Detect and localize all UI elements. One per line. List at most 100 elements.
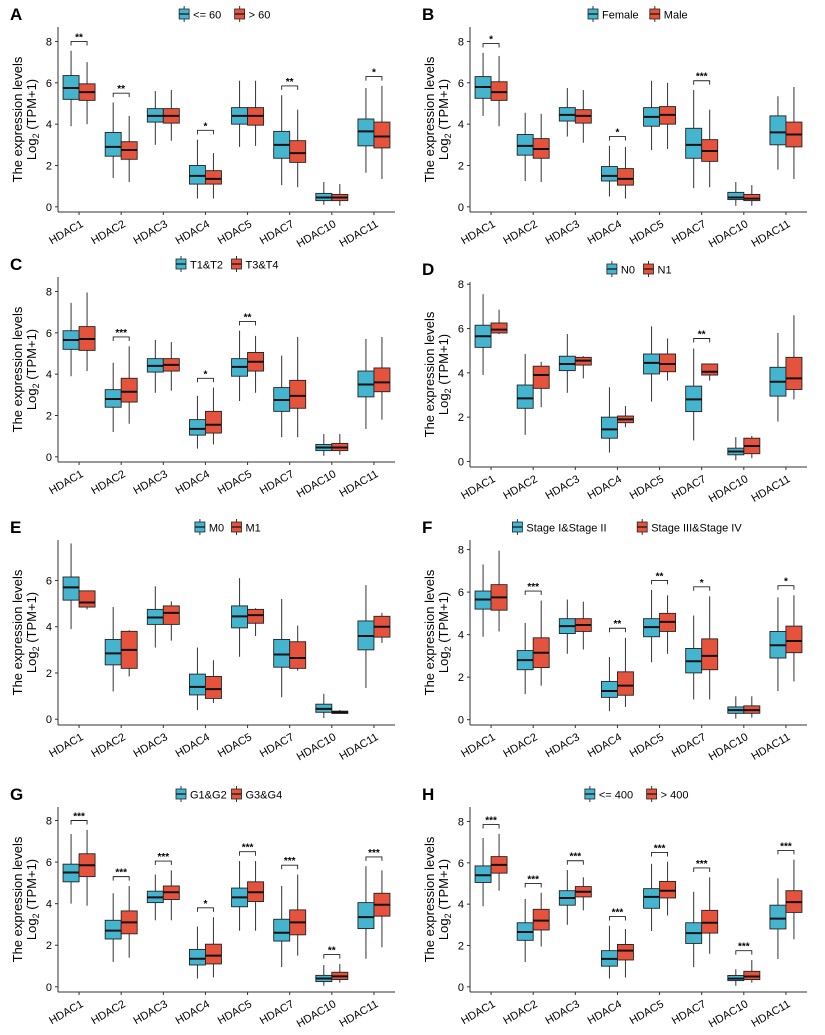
y-tick-label: 2 (458, 672, 464, 684)
y-tick-label: 4 (458, 119, 464, 131)
log-text: Log (436, 393, 451, 415)
box-hdac5-group2 (247, 861, 265, 931)
box-hdac2-group2 (532, 113, 550, 183)
log-subscript: 2 (443, 388, 453, 393)
unit-text: (TPM+1) (436, 859, 451, 914)
box-hdac1-group1 (474, 52, 492, 116)
panel-a: A <= 60 > 60 0 2 4 6 8 The expression levels Log2… (0, 0, 412, 250)
box-hdac7-group1 (685, 90, 703, 189)
legend-key-1 (587, 6, 599, 22)
significance-bracket: ** (281, 77, 299, 90)
box-hdac5-group2 (659, 861, 677, 916)
significance-bracket: * (196, 899, 214, 912)
x-tick-label: HDAC10 (295, 218, 339, 250)
box-hdac4-group1 (188, 926, 206, 979)
significance-bracket: ** (323, 946, 341, 959)
box-iqr (616, 168, 634, 186)
box-iqr (273, 918, 291, 942)
box-hdac4-group2 (204, 153, 222, 199)
box-hdac11-group1 (769, 878, 787, 959)
y-axis-title: The expression levels Log2 (TPM+1) (422, 311, 453, 437)
box-hdac2-group2 (532, 361, 550, 408)
box-hdac11-group1 (357, 87, 375, 173)
box-hdac4-group1 (600, 656, 618, 712)
x-tick-label: HDAC4 (586, 218, 624, 247)
box-hdac7-group1 (273, 885, 291, 968)
x-tick-label: HDAC2 (89, 218, 127, 247)
x-tick-label: HDAC3 (132, 998, 170, 1027)
box-hdac5-group2 (247, 80, 265, 146)
box-hdac1-group1 (474, 294, 492, 376)
legend-label: Female (602, 10, 639, 22)
y-tick-label: 4 (46, 622, 52, 634)
x-tick-label: HDAC2 (89, 998, 127, 1027)
log-subscript: 2 (31, 646, 41, 651)
box-hdac3-group1 (558, 599, 576, 654)
panel-g: G G1&G2 G3&G4 0 2 4 6 8 The expression levels Log… (0, 780, 412, 1030)
x-tick-label: HDAC2 (501, 473, 539, 502)
box-hdac3-group2 (574, 90, 592, 143)
box-hdac7-group2 (701, 596, 719, 700)
box-iqr (204, 675, 222, 699)
significance-label: * (203, 369, 207, 380)
y-tick-label: 0 (458, 715, 464, 727)
legend-label: M1 (246, 523, 261, 535)
legend: <= 400 > 400 (584, 786, 688, 802)
legend-key-1 (178, 6, 190, 22)
significance-bracket: * (196, 121, 214, 135)
box-iqr (289, 140, 307, 163)
box-iqr (289, 641, 307, 669)
box-hdac2-group1 (516, 354, 534, 435)
x-tick-label: HDAC10 (295, 468, 339, 500)
legend-key-1 (175, 256, 187, 272)
significance-bracket: ** (112, 84, 130, 98)
significance-bracket: * (365, 68, 383, 81)
box-hdac2-group1 (516, 112, 534, 181)
box-hdac2-group2 (120, 630, 138, 677)
box-hdac5-group1 (643, 589, 661, 663)
y-axis-title-line2: Log2 (TPM+1) (436, 592, 453, 673)
significance-bracket: *** (693, 859, 711, 872)
box-hdac4-group1 (188, 139, 206, 199)
y-axis-title-line2: Log2 (TPM+1) (436, 334, 453, 415)
box-hdac1-group1 (62, 302, 80, 377)
y-axis-title: The expression levels Log2 (TPM+1) (422, 569, 453, 695)
box-hdac2-group2 (120, 885, 138, 958)
x-tick-label: HDAC4 (586, 473, 624, 502)
box-iqr (659, 353, 677, 373)
significance-bracket: ** (239, 312, 257, 326)
box-hdac5-group2 (247, 335, 265, 393)
x-tick-label: HDAC10 (707, 218, 751, 250)
significance-bracket: * (693, 578, 711, 591)
significance-label: *** (780, 841, 792, 852)
x-tick-label: HDAC5 (628, 218, 666, 247)
significance-label: * (203, 899, 207, 910)
y-axis-title-line1: The expression levels (10, 836, 25, 962)
box-iqr (516, 134, 534, 156)
x-tick-label: HDAC11 (338, 998, 381, 1030)
legend-key-2 (231, 256, 242, 272)
panel-label: A (10, 5, 22, 24)
y-tick-label: 6 (458, 858, 464, 870)
box-hdac11-group1 (357, 585, 375, 688)
box-hdac10-group1 (727, 182, 745, 206)
y-tick-label: 0 (458, 982, 464, 994)
box-hdac4-group2 (204, 387, 222, 445)
x-tick-label: HDAC11 (750, 731, 793, 763)
legend-label: G3&G4 (246, 790, 283, 802)
box-hdac7-group2 (289, 336, 307, 438)
box-iqr (204, 410, 222, 434)
legend-label: T3&T4 (246, 260, 279, 272)
x-tick-label: HDAC4 (586, 731, 624, 760)
box-hdac11-group2 (785, 595, 803, 682)
significance-bracket: *** (112, 328, 130, 341)
box-hdac2-group2 (532, 892, 550, 947)
significance-bracket: *** (735, 942, 753, 955)
y-tick-label: 2 (458, 940, 464, 952)
box-hdac5-group1 (231, 330, 249, 402)
box-hdac10-group1 (315, 434, 333, 456)
significance-label: *** (569, 852, 581, 863)
